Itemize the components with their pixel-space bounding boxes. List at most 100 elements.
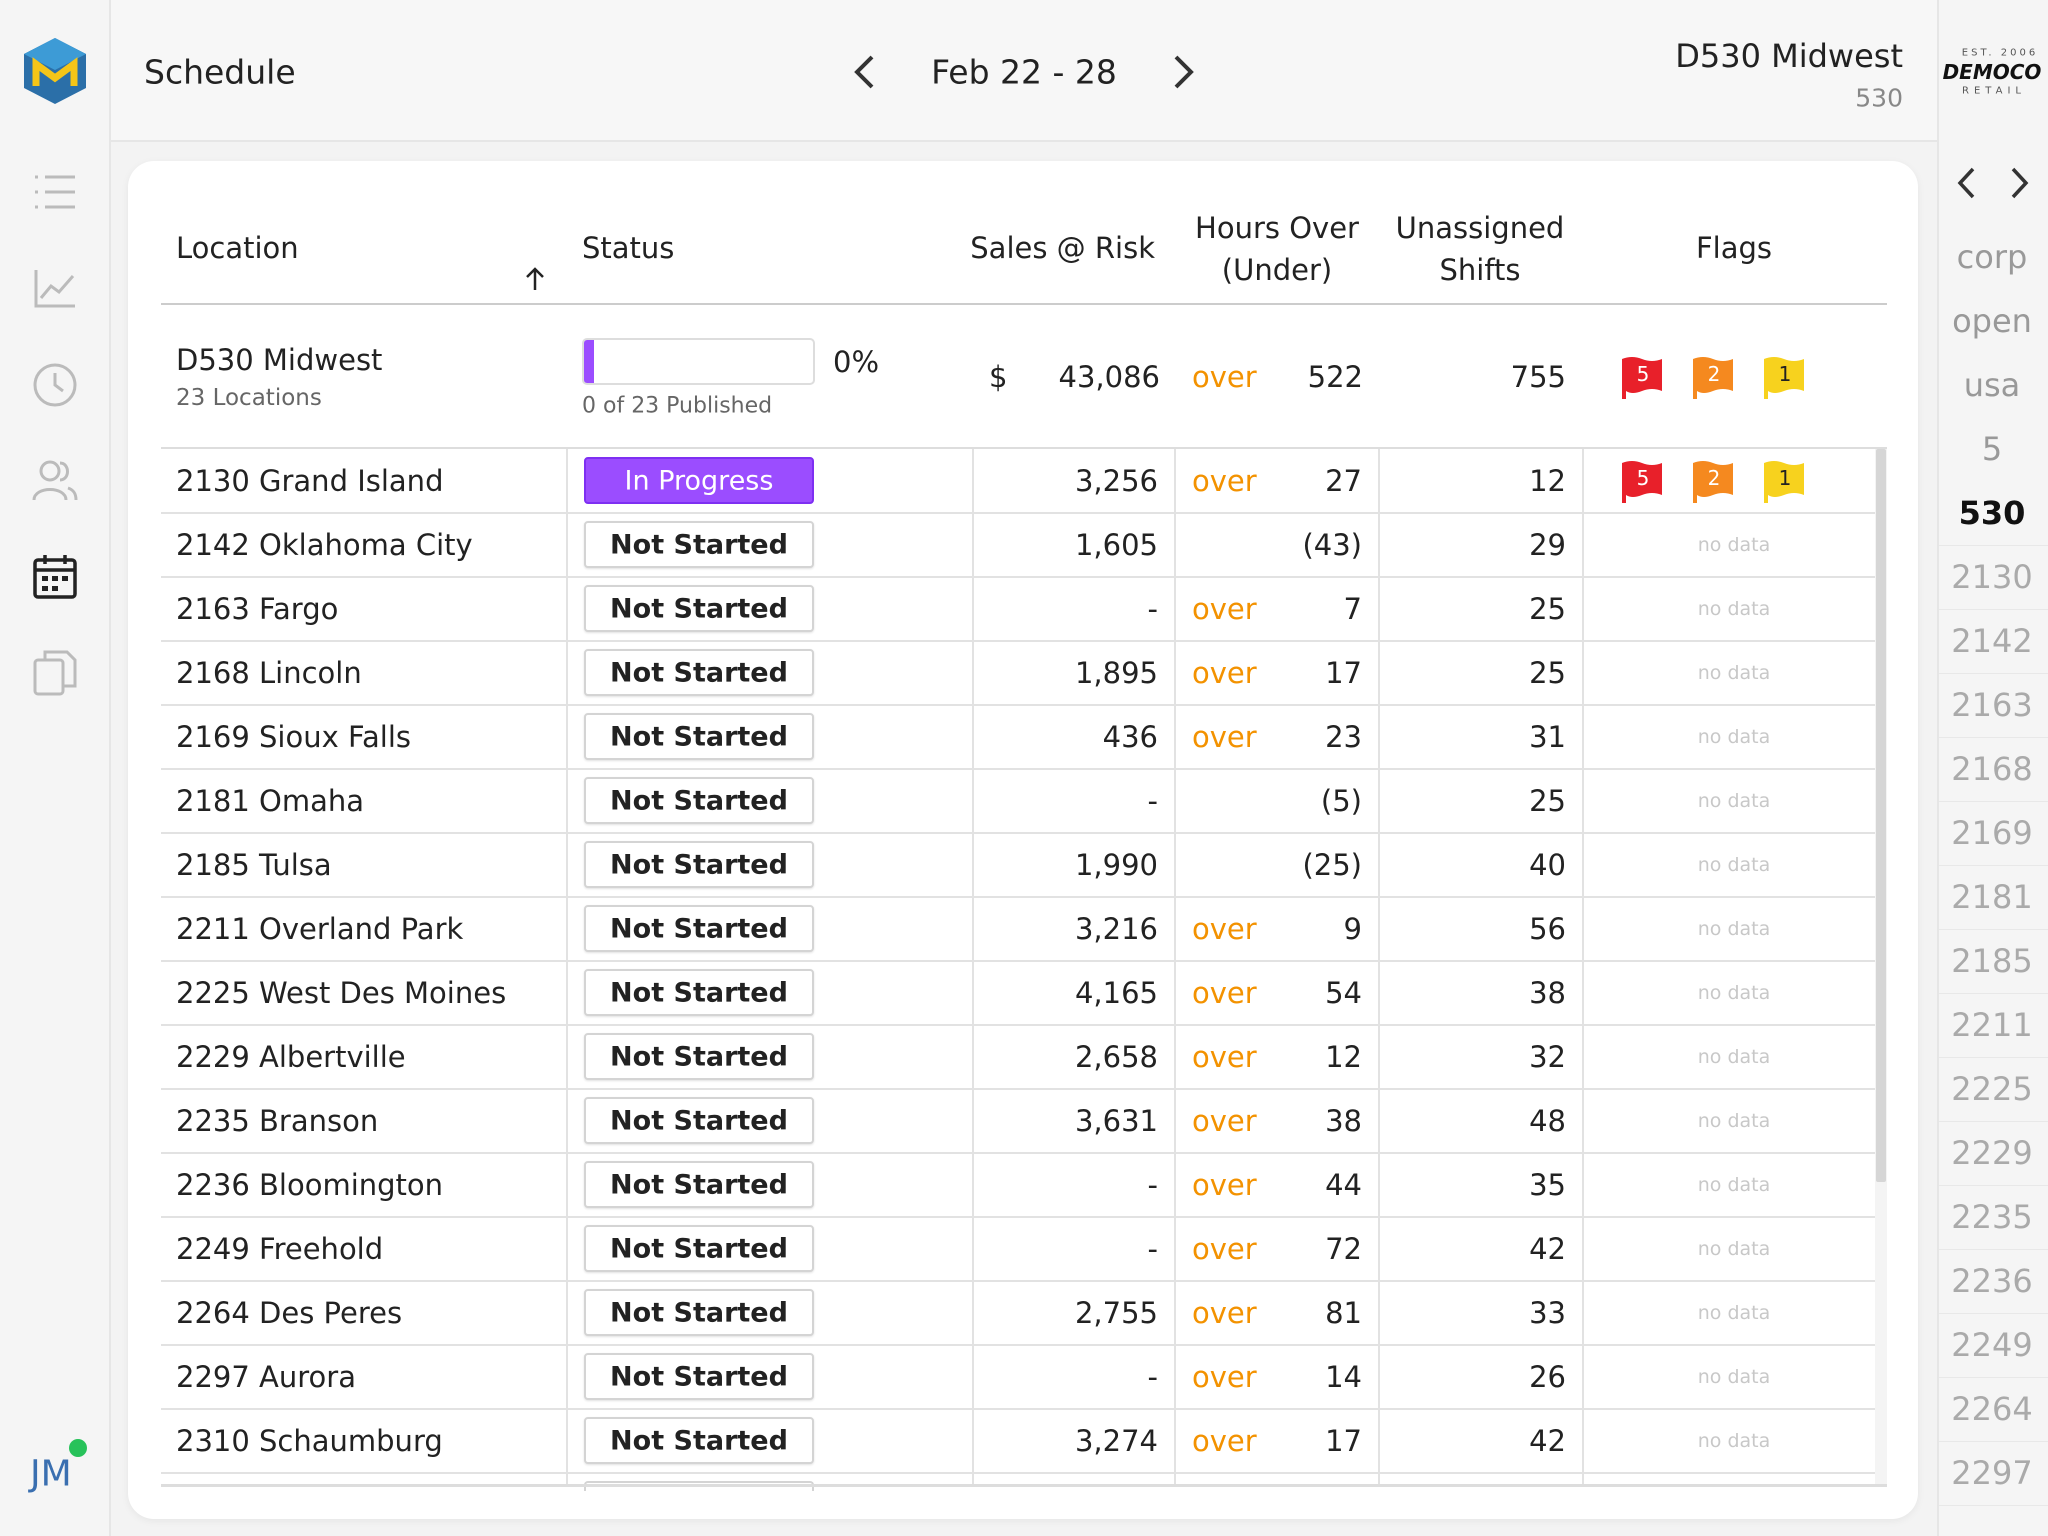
flag xyxy=(1762,459,1806,503)
location-name[interactable]: 2130 Grand Island xyxy=(176,464,444,498)
location-name[interactable]: 2181 Omaha xyxy=(176,784,365,818)
status-badge[interactable]: Not Started xyxy=(584,1417,814,1464)
sales-at-risk: - xyxy=(1147,784,1158,818)
page-title: Schedule xyxy=(144,52,296,92)
nav-prev[interactable] xyxy=(1956,166,1976,200)
progress-percent: 0% xyxy=(833,345,880,379)
hours-over: (25) xyxy=(1302,848,1362,882)
nav-item[interactable]: 2168 xyxy=(1951,750,2033,788)
status-badge[interactable]: Not Started xyxy=(584,585,814,632)
col-header[interactable]: Hours Over (Under) xyxy=(1195,211,1359,287)
nav-item[interactable]: 2235 xyxy=(1951,1198,2033,1236)
nav-item[interactable]: 2236 xyxy=(1951,1262,2033,1300)
location-name[interactable]: 2264 Des Peres xyxy=(176,1296,403,1330)
nav-divider xyxy=(1939,1505,2048,1506)
chart-icon[interactable] xyxy=(33,268,77,308)
col-header[interactable]: Location xyxy=(176,231,299,265)
scroll-thumb[interactable] xyxy=(1876,449,1886,1182)
nav-item[interactable]: 2169 xyxy=(1951,814,2033,852)
nav-divider xyxy=(1939,737,2048,738)
location-name[interactable]: 2168 Lincoln xyxy=(176,656,362,690)
status-badge[interactable]: Not Started xyxy=(584,521,814,568)
flag-count: 1 xyxy=(1778,362,1792,386)
status-badge[interactable]: Not Started xyxy=(584,649,814,696)
location-name[interactable]: 2185 Tulsa xyxy=(176,848,332,882)
location-name[interactable]: 2235 Branson xyxy=(176,1104,379,1138)
status-text: Not Started xyxy=(610,849,788,880)
status-badge[interactable]: Not Started xyxy=(584,1097,814,1144)
nav-item[interactable]: 2264 xyxy=(1951,1390,2033,1428)
brand-name: DEMOCO xyxy=(1942,60,2042,84)
status-badge[interactable]: Not Started xyxy=(584,1033,814,1080)
nav-item[interactable]: 2130 xyxy=(1951,558,2033,596)
nav-item[interactable]: 2181 xyxy=(1951,878,2033,916)
nav-item[interactable]: 2249 xyxy=(1951,1326,2033,1364)
nav-next[interactable] xyxy=(2010,166,2030,200)
status-badge[interactable]: Not Started xyxy=(584,1289,814,1336)
status-badge[interactable]: In Progress xyxy=(584,457,814,504)
status-badge[interactable]: Not Started xyxy=(584,1225,814,1272)
user-initials[interactable]: JM xyxy=(30,1453,72,1495)
row-rule xyxy=(161,1088,1875,1090)
location-name[interactable]: 2225 West Des Moines xyxy=(176,976,507,1010)
status-badge[interactable]: Not Started xyxy=(584,777,814,824)
status-text: Not Started xyxy=(610,593,788,624)
flag-count: 5 xyxy=(1636,466,1650,490)
col-header[interactable]: Status xyxy=(582,231,675,265)
calendar-icon[interactable] xyxy=(33,553,77,599)
location-name[interactable]: 2249 Freehold xyxy=(176,1232,384,1266)
nav-item[interactable]: 2142 xyxy=(1951,622,2033,660)
next-week[interactable] xyxy=(1172,54,1196,90)
clock-icon[interactable] xyxy=(32,362,78,408)
location-name[interactable]: 2297 Aurora xyxy=(176,1360,356,1394)
location-name[interactable]: 2211 Overland Park xyxy=(176,912,464,946)
status-badge[interactable]: Not Started xyxy=(584,713,814,760)
nav-item[interactable]: open xyxy=(1952,302,2032,340)
nav-item[interactable]: 2225 xyxy=(1951,1070,2033,1108)
nav-item[interactable]: usa xyxy=(1963,366,2021,404)
col-header[interactable]: Flags xyxy=(1695,231,1773,265)
no-data: no data xyxy=(1697,1238,1771,1260)
nav-item[interactable]: 2163 xyxy=(1951,686,2033,724)
location-name[interactable]: 2229 Albertville xyxy=(176,1040,406,1074)
nav-item[interactable]: corp xyxy=(1956,238,2028,276)
location-name[interactable]: 2236 Bloomington xyxy=(176,1168,444,1202)
col-header[interactable]: Sales @ Risk xyxy=(970,231,1155,265)
nav-item[interactable]: 2229 xyxy=(1951,1134,2033,1172)
nav-item[interactable]: 2185 xyxy=(1951,942,2033,980)
status-text: In Progress xyxy=(624,465,774,496)
nav-item[interactable]: 2211 xyxy=(1951,1006,2033,1044)
no-data: no data xyxy=(1697,790,1771,812)
status-badge[interactable]: Not Started xyxy=(584,1161,814,1208)
status-badge[interactable]: Not Started xyxy=(584,1353,814,1400)
status-badge[interactable]: Not Started xyxy=(584,969,814,1016)
table: Location Status Sales @ Risk Hours Over (Un… xyxy=(128,161,1918,1519)
over-label: over xyxy=(1192,592,1257,626)
hours-over: 23 xyxy=(1325,720,1362,754)
prev-week[interactable] xyxy=(852,54,876,90)
brand-est: EST. 2006 xyxy=(1961,47,2039,59)
people-icon[interactable] xyxy=(32,458,78,502)
sales-at-risk: 436 xyxy=(1102,720,1158,754)
location-name[interactable]: 2169 Sioux Falls xyxy=(176,720,412,754)
list-icon[interactable] xyxy=(33,172,77,212)
nav-item[interactable]: 2297 xyxy=(1951,1454,2033,1492)
sales-at-risk: 3,631 xyxy=(1074,1104,1158,1138)
online-dot xyxy=(69,1439,87,1457)
location-name[interactable]: 2310 Schaumburg xyxy=(176,1424,443,1458)
status-text: Not Started xyxy=(610,1297,788,1328)
location-name[interactable]: 2142 Oklahoma City xyxy=(176,528,473,562)
no-data: no data xyxy=(1697,1366,1771,1388)
flag xyxy=(1691,459,1735,503)
nav-item[interactable]: 5 xyxy=(1981,430,2003,468)
hours-over: 9 xyxy=(1343,912,1362,946)
copy-icon[interactable] xyxy=(33,648,77,696)
status-badge[interactable]: Not Started xyxy=(584,841,814,888)
location-name[interactable]: 2163 Fargo xyxy=(176,592,339,626)
column-divider xyxy=(1378,449,1380,1486)
status-badge[interactable]: Not Started xyxy=(584,905,814,952)
col-header[interactable]: Unassigned Shifts xyxy=(1395,211,1565,287)
over-label: over xyxy=(1192,464,1257,498)
nav-item[interactable]: 530 xyxy=(1958,494,2026,532)
